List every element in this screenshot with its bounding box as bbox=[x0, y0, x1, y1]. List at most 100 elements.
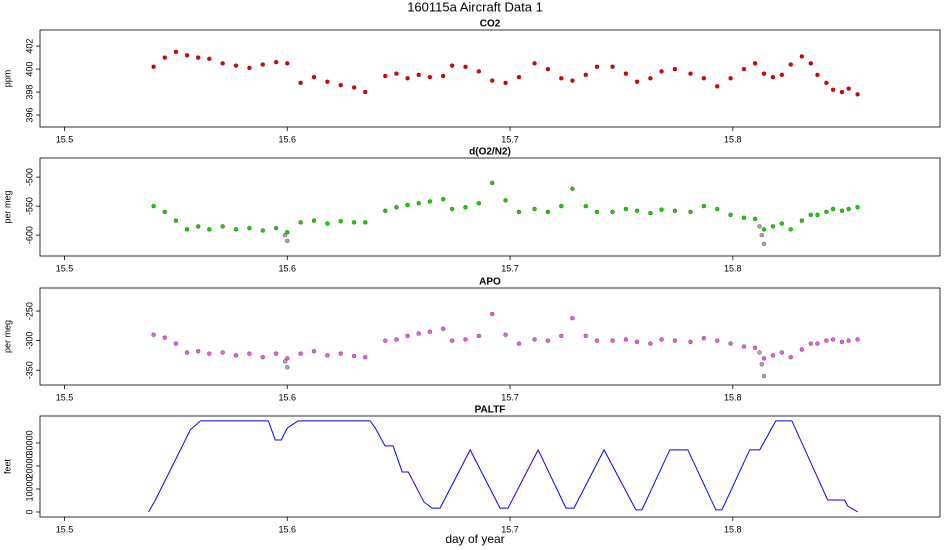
data-point bbox=[688, 71, 693, 76]
data-point bbox=[701, 203, 707, 209]
y-tick-label: 0 bbox=[24, 509, 34, 514]
data-point bbox=[298, 80, 303, 86]
data-point bbox=[799, 347, 805, 352]
data-point bbox=[490, 78, 495, 83]
data-point bbox=[285, 61, 290, 66]
data-point bbox=[441, 73, 446, 79]
x-tick-label: 15.8 bbox=[724, 263, 742, 273]
data-point bbox=[151, 332, 156, 337]
x-tick-label: 15.6 bbox=[279, 524, 297, 534]
data-point bbox=[715, 338, 720, 343]
data-point bbox=[808, 341, 813, 346]
data-point bbox=[516, 209, 522, 215]
data-point bbox=[196, 55, 201, 60]
x-tick-label: 15.8 bbox=[724, 392, 742, 402]
data-point bbox=[273, 226, 279, 231]
y-tick-label: -550 bbox=[24, 197, 34, 215]
data-point bbox=[623, 337, 629, 342]
y-axis-label: ppm bbox=[2, 70, 12, 88]
data-point bbox=[570, 78, 575, 83]
x-axis-label: day of year bbox=[445, 532, 504, 546]
data-point bbox=[162, 209, 167, 215]
data-point bbox=[672, 338, 678, 343]
data-point bbox=[545, 66, 551, 72]
data-point bbox=[173, 341, 179, 346]
data-point bbox=[610, 338, 615, 343]
data-point bbox=[594, 338, 600, 343]
plot-frame bbox=[39, 29, 941, 128]
data-point bbox=[846, 86, 851, 91]
altitude-line bbox=[148, 420, 859, 513]
data-point bbox=[752, 216, 758, 222]
data-point bbox=[383, 73, 388, 79]
y-tick-label: -350 bbox=[24, 361, 34, 379]
data-point bbox=[162, 55, 167, 60]
x-tick-label: 15.5 bbox=[56, 263, 74, 273]
data-point bbox=[394, 71, 399, 76]
data-point bbox=[855, 337, 860, 342]
data-point bbox=[383, 208, 388, 213]
data-point bbox=[173, 49, 179, 54]
y-axis-label: per meg bbox=[2, 190, 12, 223]
x-tick-label: 15.6 bbox=[279, 134, 297, 144]
data-point bbox=[476, 69, 482, 74]
data-point bbox=[363, 355, 368, 360]
data-point bbox=[824, 80, 829, 86]
x-tick-label: 15.5 bbox=[56, 392, 74, 402]
data-point bbox=[476, 201, 482, 206]
data-point bbox=[839, 208, 845, 213]
data-point bbox=[196, 224, 201, 229]
data-point bbox=[741, 66, 747, 72]
data-point bbox=[830, 87, 836, 92]
data-point bbox=[449, 338, 455, 343]
y-tick-label: 402 bbox=[24, 39, 34, 54]
panel-title: d(O2/N2) bbox=[469, 147, 511, 158]
data-point bbox=[351, 353, 357, 359]
data-point bbox=[634, 339, 640, 344]
y-tick-label: -300 bbox=[24, 332, 34, 350]
data-point bbox=[351, 85, 357, 90]
data-point bbox=[559, 333, 564, 339]
data-point bbox=[799, 218, 805, 223]
data-point bbox=[207, 227, 212, 232]
data-point bbox=[285, 356, 290, 361]
data-point bbox=[757, 224, 762, 229]
y-tick-label: -500 bbox=[24, 168, 34, 186]
data-point bbox=[516, 74, 522, 80]
data-point bbox=[405, 333, 410, 339]
data-point bbox=[824, 338, 829, 343]
data-point bbox=[247, 65, 252, 71]
x-tick-label: 15.7 bbox=[501, 134, 519, 144]
data-point bbox=[405, 76, 410, 81]
data-point bbox=[594, 64, 600, 69]
data-point bbox=[173, 218, 179, 223]
panel-title: CO2 bbox=[480, 19, 501, 30]
data-point bbox=[752, 61, 758, 66]
x-tick-label: 15.5 bbox=[56, 134, 74, 144]
data-point bbox=[441, 326, 446, 331]
data-point bbox=[761, 227, 767, 232]
data-point bbox=[463, 337, 468, 342]
data-point bbox=[220, 61, 225, 66]
data-point bbox=[761, 373, 767, 379]
data-point bbox=[808, 212, 813, 217]
data-point bbox=[648, 210, 653, 216]
data-point bbox=[311, 74, 317, 80]
data-point bbox=[688, 209, 693, 215]
data-point bbox=[325, 221, 330, 226]
data-point bbox=[338, 219, 343, 224]
data-point bbox=[610, 209, 615, 215]
data-point bbox=[207, 351, 212, 356]
data-point bbox=[233, 353, 239, 358]
x-tick-label: 15.6 bbox=[279, 392, 297, 402]
data-point bbox=[298, 220, 303, 225]
data-point bbox=[659, 69, 664, 74]
data-point bbox=[839, 339, 845, 344]
data-point bbox=[503, 80, 508, 86]
data-point bbox=[298, 351, 303, 356]
y-tick-label: 396 bbox=[24, 108, 34, 123]
data-point bbox=[351, 220, 357, 225]
data-point bbox=[416, 331, 421, 336]
x-tick-label: 15.7 bbox=[501, 392, 519, 402]
